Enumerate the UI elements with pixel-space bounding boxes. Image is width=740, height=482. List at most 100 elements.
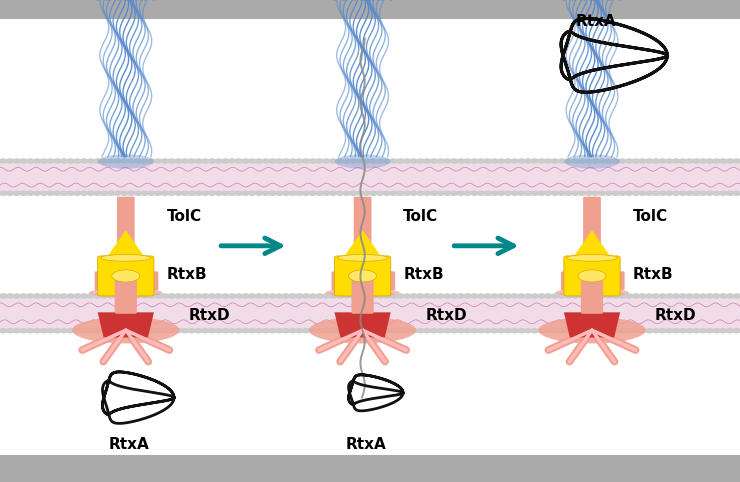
Circle shape (591, 293, 599, 299)
Circle shape (154, 328, 162, 334)
Circle shape (470, 293, 479, 299)
Circle shape (665, 158, 673, 164)
Circle shape (638, 293, 647, 299)
Circle shape (261, 328, 270, 334)
Circle shape (564, 328, 573, 334)
Circle shape (430, 190, 438, 196)
Text: TolC: TolC (166, 209, 201, 225)
Circle shape (437, 328, 445, 334)
Circle shape (46, 190, 55, 196)
Circle shape (490, 158, 499, 164)
Circle shape (289, 190, 297, 196)
Circle shape (282, 293, 290, 299)
Circle shape (430, 293, 438, 299)
Circle shape (672, 158, 680, 164)
Circle shape (511, 190, 519, 196)
Circle shape (692, 158, 701, 164)
Circle shape (349, 328, 357, 334)
Circle shape (67, 158, 75, 164)
Text: RtxB: RtxB (633, 267, 673, 282)
Circle shape (167, 190, 176, 196)
Circle shape (490, 190, 499, 196)
Circle shape (437, 190, 445, 196)
Circle shape (26, 190, 35, 196)
Circle shape (295, 158, 303, 164)
Text: TolC: TolC (403, 209, 438, 225)
Circle shape (376, 158, 384, 164)
Circle shape (113, 158, 122, 164)
Text: TolC: TolC (633, 209, 667, 225)
Circle shape (275, 328, 283, 334)
Circle shape (376, 190, 384, 196)
Circle shape (322, 190, 331, 196)
Circle shape (349, 190, 357, 196)
Circle shape (248, 190, 257, 196)
Circle shape (235, 293, 243, 299)
Circle shape (141, 328, 149, 334)
Circle shape (363, 158, 371, 164)
Text: RtxD: RtxD (425, 308, 467, 323)
Circle shape (497, 190, 505, 196)
Circle shape (605, 190, 613, 196)
Circle shape (356, 158, 364, 164)
Ellipse shape (73, 317, 180, 343)
FancyBboxPatch shape (352, 277, 374, 314)
Circle shape (578, 190, 586, 196)
Circle shape (33, 158, 41, 164)
Circle shape (167, 293, 176, 299)
Circle shape (605, 158, 613, 164)
Circle shape (0, 158, 7, 164)
Circle shape (457, 158, 465, 164)
Circle shape (531, 328, 539, 334)
Circle shape (33, 293, 41, 299)
Ellipse shape (89, 288, 163, 297)
Circle shape (618, 328, 627, 334)
Circle shape (733, 328, 740, 334)
Bar (0, 455, 740, 482)
Circle shape (80, 158, 88, 164)
Circle shape (672, 293, 680, 299)
Circle shape (504, 190, 512, 196)
Circle shape (719, 190, 727, 196)
Circle shape (672, 190, 680, 196)
Circle shape (645, 190, 653, 196)
Circle shape (309, 158, 317, 164)
Circle shape (524, 190, 532, 196)
Circle shape (483, 293, 492, 299)
Circle shape (537, 328, 546, 334)
Circle shape (423, 158, 431, 164)
Circle shape (282, 190, 290, 196)
Circle shape (416, 328, 425, 334)
Circle shape (712, 190, 721, 196)
Circle shape (645, 158, 653, 164)
Circle shape (13, 158, 21, 164)
Circle shape (450, 328, 458, 334)
Circle shape (194, 158, 203, 164)
Circle shape (93, 190, 102, 196)
Circle shape (733, 293, 740, 299)
Circle shape (329, 158, 337, 164)
Circle shape (67, 293, 75, 299)
Circle shape (134, 293, 142, 299)
Circle shape (255, 190, 263, 196)
Circle shape (517, 190, 525, 196)
Circle shape (450, 293, 458, 299)
Circle shape (228, 328, 236, 334)
Circle shape (154, 190, 162, 196)
Circle shape (679, 328, 687, 334)
Circle shape (60, 293, 68, 299)
Circle shape (511, 328, 519, 334)
Circle shape (551, 293, 559, 299)
Circle shape (490, 293, 499, 299)
Circle shape (113, 328, 122, 334)
Circle shape (564, 293, 573, 299)
FancyBboxPatch shape (382, 271, 395, 290)
Circle shape (369, 328, 377, 334)
Circle shape (699, 190, 707, 196)
Circle shape (665, 328, 673, 334)
Circle shape (335, 293, 344, 299)
Circle shape (363, 293, 371, 299)
Circle shape (403, 190, 411, 196)
Polygon shape (98, 312, 154, 337)
Circle shape (389, 328, 398, 334)
